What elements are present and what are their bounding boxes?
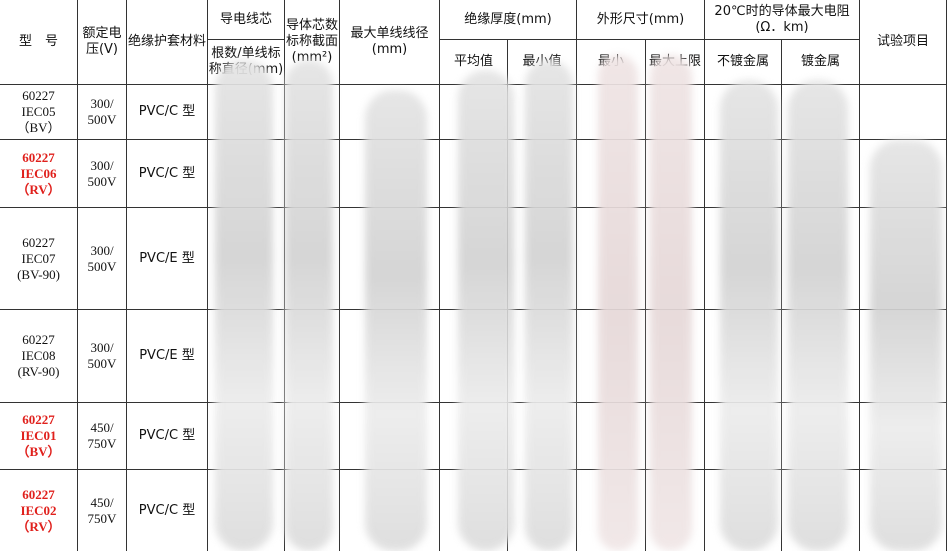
material: PVC/C 型	[138, 165, 196, 181]
table-cell	[208, 470, 285, 551]
model-line: 60227	[22, 486, 55, 502]
model-line: （RV）	[16, 518, 61, 534]
header-text: 导电线芯	[219, 11, 272, 27]
header-text: 额定电压(V)	[82, 26, 122, 57]
header-text: 试验项目	[876, 34, 929, 49]
voltage-line: 500V	[87, 258, 117, 274]
model-line: 60227	[22, 412, 55, 427]
model-line: 60227	[22, 149, 55, 165]
header-cell: 试验项目	[860, 0, 947, 85]
table-cell	[646, 470, 705, 551]
material: PVC/C 型	[138, 104, 196, 119]
model-line: IEC06	[20, 165, 57, 181]
redaction-blur	[458, 70, 514, 551]
table-cell: 300/500V	[78, 208, 127, 310]
header-cell: 外形尺寸(mm)	[577, 0, 705, 40]
voltage-line: 300/	[90, 157, 114, 173]
redaction-blur	[720, 80, 778, 551]
redaction-blur	[870, 140, 942, 551]
model-line: 60227	[22, 234, 55, 250]
header-text: 最大单线线径(mm)	[350, 26, 429, 57]
voltage-line: 300/	[90, 340, 114, 355]
header-text: 外形尺寸(mm)	[596, 11, 685, 27]
table-cell: 60227 IEC07 (BV-90)	[0, 208, 78, 310]
voltage-line: 750V	[87, 510, 117, 526]
header-cell: 型 号	[0, 0, 78, 85]
redaction-blur	[215, 60, 273, 551]
header-text: 平均值	[453, 54, 493, 69]
header-text: 镀金属	[800, 54, 840, 69]
voltage-line: 750V	[87, 436, 117, 451]
redaction-blur	[788, 80, 848, 551]
material: PVC/C 型	[138, 428, 196, 443]
model-line: （BV）	[16, 444, 61, 459]
table-cell: 450/750V	[78, 470, 127, 551]
voltage-line: 500V	[87, 173, 117, 189]
header-cell: 不镀金属	[705, 40, 782, 85]
model-line: （RV）	[16, 181, 61, 197]
header-cell: 额定电压(V)	[78, 0, 127, 85]
table-cell: 60227 IEC06 （RV）	[0, 140, 78, 208]
table-cell: 60227 IEC08 (RV-90)	[0, 310, 78, 403]
redaction-blur	[285, 60, 333, 551]
table-cell	[285, 470, 340, 551]
header-cell: 最大单线线径(mm)	[340, 0, 440, 85]
header-text: 20℃时的导体最大电阻(Ω．km)	[714, 3, 850, 35]
table-cell: 60227 IEC01 （BV）	[0, 403, 78, 470]
table-cell: 300/500V	[78, 310, 127, 403]
voltage-line: 300/	[90, 96, 114, 111]
redaction-blur	[365, 90, 427, 551]
model-line: (RV-90)	[17, 364, 60, 379]
material: PVC/E 型	[139, 250, 195, 266]
table-cell	[508, 470, 577, 551]
table-cell	[705, 470, 782, 551]
redaction-blur	[525, 60, 573, 551]
header-text: 绝缘厚度(mm)	[464, 11, 552, 27]
material: PVC/E 型	[139, 348, 195, 363]
header-text: 型 号	[18, 34, 58, 49]
redaction-blur	[598, 55, 638, 551]
table-cell: 450/750V	[78, 403, 127, 470]
voltage-line: 500V	[87, 356, 117, 371]
model-line: IEC02	[20, 502, 57, 518]
table-cell: PVC/C 型	[127, 403, 208, 470]
voltage-line: 300/	[90, 242, 114, 258]
header-cell: 导电线芯	[208, 0, 285, 40]
table-cell: 300/500V	[78, 140, 127, 208]
model-line: IEC07	[21, 250, 56, 266]
table-cell: PVC/C 型	[127, 140, 208, 208]
table-cell	[577, 470, 646, 551]
table-cell	[782, 470, 860, 551]
table-cell: PVC/C 型	[127, 470, 208, 551]
table-cell: PVC/C 型	[127, 85, 208, 140]
table-cell	[340, 470, 440, 551]
header-text: 绝缘护套材料	[127, 34, 206, 49]
redaction-blur	[650, 55, 692, 551]
model-line: IEC01	[20, 428, 57, 443]
header-text: 不镀金属	[716, 54, 769, 69]
model-line: IEC05	[21, 104, 56, 119]
table-cell: PVC/E 型	[127, 208, 208, 310]
header-cell: 镀金属	[782, 40, 860, 85]
model-line: IEC08	[21, 348, 56, 363]
voltage-line: 450/	[90, 420, 114, 435]
table-cell: 60227 IEC02 （RV）	[0, 470, 78, 551]
voltage-line: 500V	[87, 112, 117, 127]
model-line: 60227	[22, 332, 55, 347]
model-line: 60227	[22, 88, 55, 103]
header-cell: 绝缘护套材料	[127, 0, 208, 85]
header-cell: 绝缘厚度(mm)	[440, 0, 577, 40]
header-text: 导体芯数标称截面(mm²)	[285, 18, 338, 65]
table-cell: 300/500V	[78, 85, 127, 140]
header-cell: 20℃时的导体最大电阻(Ω．km)	[705, 0, 860, 40]
table-cell: 60227 IEC05 （BV）	[0, 85, 78, 140]
model-line: (BV-90)	[17, 266, 60, 282]
table-cell	[860, 85, 947, 140]
voltage-line: 450/	[90, 494, 114, 510]
table-cell: PVC/E 型	[127, 310, 208, 403]
material: PVC/C 型	[138, 502, 196, 518]
model-line: （BV）	[16, 120, 61, 135]
